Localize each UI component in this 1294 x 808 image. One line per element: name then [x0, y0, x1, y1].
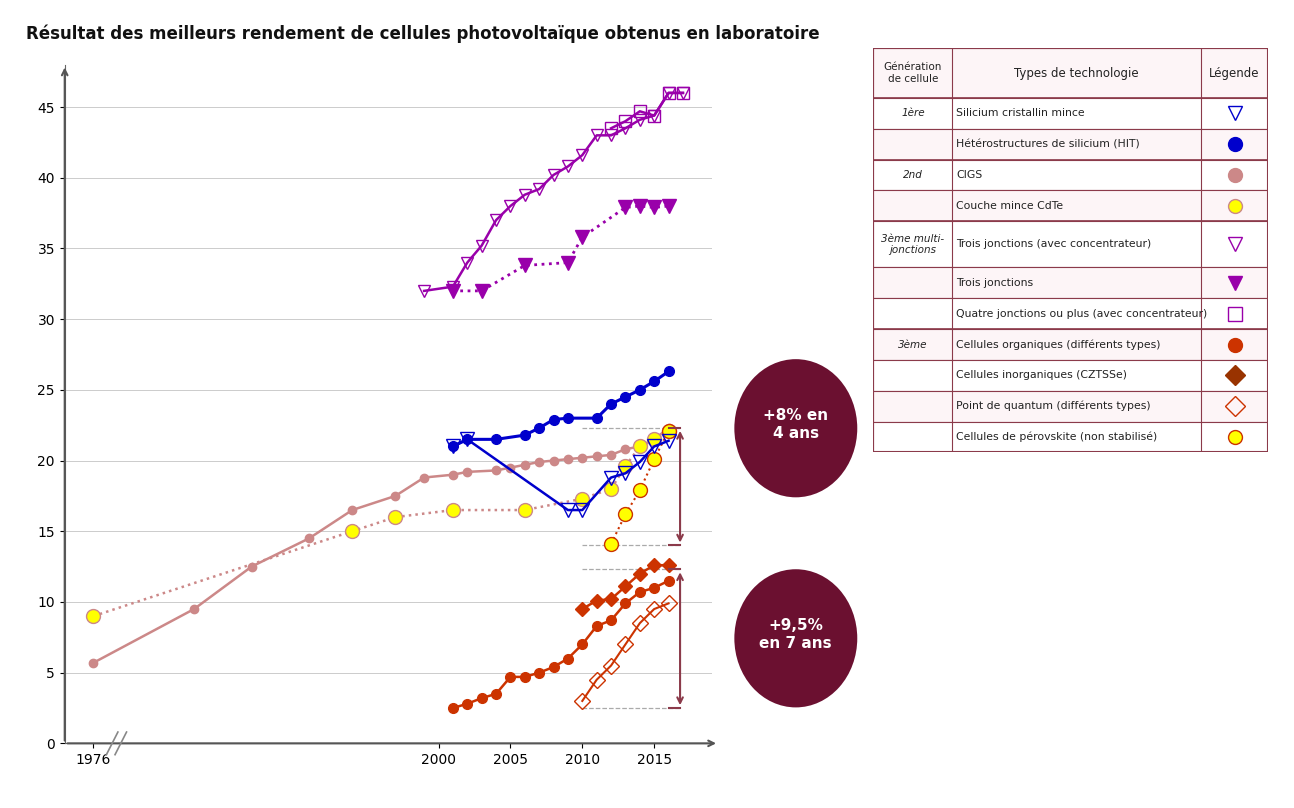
Text: Hétérostructures de silicium (HIT): Hétérostructures de silicium (HIT) — [956, 139, 1140, 149]
Bar — [873, 267, 1268, 298]
Text: Silicium cristallin mince: Silicium cristallin mince — [956, 108, 1084, 118]
Bar — [873, 48, 1268, 98]
Bar — [873, 98, 1268, 128]
Text: Génération
de cellule: Génération de cellule — [884, 62, 942, 84]
Bar — [873, 159, 1268, 191]
Text: Cellules organiques (différents types): Cellules organiques (différents types) — [956, 339, 1161, 350]
Bar — [873, 191, 1268, 221]
Text: 2nd: 2nd — [903, 170, 923, 180]
Bar — [873, 360, 1268, 391]
Text: 3ème multi-
jonctions: 3ème multi- jonctions — [881, 234, 945, 255]
Text: Trois jonctions (avec concentrateur): Trois jonctions (avec concentrateur) — [956, 239, 1152, 250]
Text: 1ère: 1ère — [901, 108, 925, 118]
Text: +9,5%
en 7 ans: +9,5% en 7 ans — [760, 618, 832, 651]
Text: Quatre jonctions ou plus (avec concentrateur): Quatre jonctions ou plus (avec concentra… — [956, 309, 1207, 318]
Ellipse shape — [734, 569, 858, 708]
Bar — [873, 298, 1268, 329]
Bar — [873, 221, 1268, 267]
Text: +8% en
4 ans: +8% en 4 ans — [763, 408, 828, 441]
Text: Cellules inorganiques (CZTSSe): Cellules inorganiques (CZTSSe) — [956, 370, 1127, 381]
Text: CIGS: CIGS — [956, 170, 982, 180]
Text: 3ème: 3ème — [898, 339, 928, 350]
Text: Couche mince CdTe: Couche mince CdTe — [956, 200, 1064, 211]
Text: Types de technologie: Types de technologie — [1014, 66, 1139, 80]
Bar — [873, 128, 1268, 159]
Bar — [873, 329, 1268, 360]
Bar — [873, 422, 1268, 452]
Text: Point de quantum (différents types): Point de quantum (différents types) — [956, 401, 1150, 411]
Ellipse shape — [734, 359, 858, 498]
Text: Légende: Légende — [1210, 66, 1260, 80]
Text: Cellules de pérovskite (non stabilisé): Cellules de pérovskite (non stabilisé) — [956, 431, 1158, 442]
Text: Résultat des meilleurs rendement de cellules photovoltaïque obtenus en laboratoi: Résultat des meilleurs rendement de cell… — [26, 24, 819, 43]
Bar — [873, 391, 1268, 422]
Text: Trois jonctions: Trois jonctions — [956, 278, 1034, 288]
